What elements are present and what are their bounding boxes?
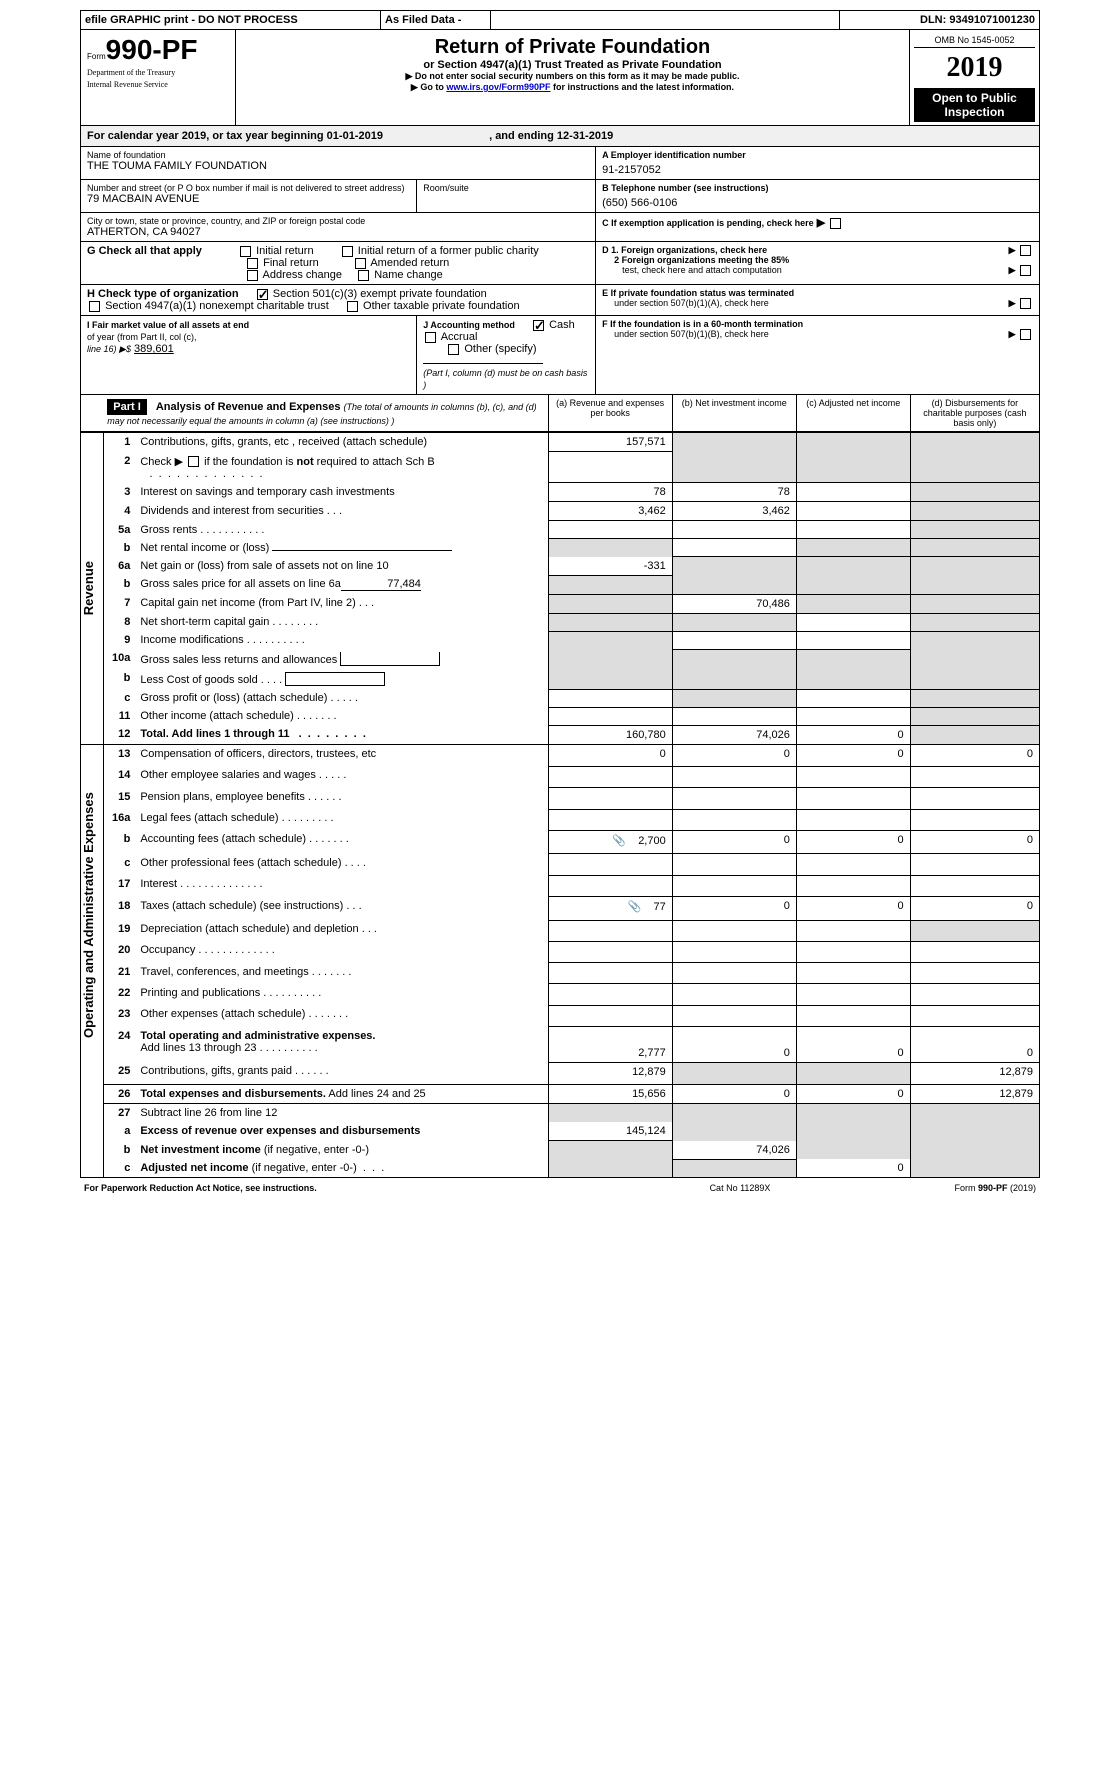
revenue-side-label: Revenue [81,561,96,615]
calendar-row: For calendar year 2019, or tax year begi… [80,126,1040,147]
footer: For Paperwork Reduction Act Notice, see … [80,1180,1040,1196]
form-header: Form990-PF Department of the Treasury In… [80,30,1040,126]
expenses-side-label: Operating and Administrative Expenses [81,745,96,1085]
fmv-value: 389,601 [134,343,174,355]
r3-a: 78 [548,483,672,502]
g-address-checkbox[interactable] [247,270,258,281]
form-title-cell: Return of Private Foundation or Section … [236,30,910,126]
top-bar: efile GRAPHIC print - DO NOT PROCESS As … [80,10,1040,30]
e-checkbox[interactable] [1020,298,1031,309]
form-warn1: ▶ Do not enter social security numbers o… [240,71,905,82]
irs-link[interactable]: www.irs.gov/Form990PF [446,82,550,92]
d1-checkbox[interactable] [1020,245,1031,256]
part1-header: Part I Analysis of Revenue and Expenses … [80,395,1040,432]
dln: DLN: 93491071001230 [840,11,1040,30]
r12-a: 160,780 [548,725,672,744]
attachment-icon[interactable]: 📎 [628,900,642,913]
r3-b: 78 [672,483,796,502]
col-a-header: (a) Revenue and expenses per books [548,395,672,432]
r12-b: 74,026 [672,725,796,744]
d2-checkbox[interactable] [1020,265,1031,276]
r4-a: 3,462 [548,502,672,521]
f-checkbox[interactable] [1020,329,1031,340]
h-501c3-checkbox[interactable] [257,289,268,300]
h-other-checkbox[interactable] [347,301,358,312]
part1-label: Part I [107,399,147,415]
part1-table: Revenue 1 Contributions, gifts, grants, … [80,432,1040,1178]
c-checkbox[interactable] [830,218,841,229]
form-warn2: ▶ Go to www.irs.gov/Form990PF for instru… [240,82,905,93]
j-other-checkbox[interactable] [448,344,459,355]
foundation-name: THE TOUMA FAMILY FOUNDATION [87,160,589,172]
col-c-header: (c) Adjusted net income [796,395,910,432]
footer-right: Form 990-PF (2019) [840,1180,1040,1196]
g-initial-checkbox[interactable] [240,246,251,257]
r1-a: 157,571 [548,433,672,452]
r4-b: 3,462 [672,502,796,521]
footer-left: For Paperwork Reduction Act Notice, see … [80,1180,640,1196]
identity-block: Name of foundation THE TOUMA FAMILY FOUN… [80,147,1040,395]
j-cash-checkbox[interactable] [533,320,544,331]
ein: 91-2157052 [602,160,1033,176]
g-name-checkbox[interactable] [358,270,369,281]
form-subtitle: or Section 4947(a)(1) Trust Treated as P… [240,59,905,71]
form-id-cell: Form990-PF Department of the Treasury In… [81,30,236,126]
tax-year: 2019 [914,48,1035,88]
open-public: Open to Public Inspection [914,88,1035,122]
g-final-checkbox[interactable] [247,258,258,269]
city: ATHERTON, CA 94027 [87,226,589,238]
footer-mid: Cat No 11289X [640,1180,840,1196]
col-b-header: (b) Net investment income [672,395,796,432]
street: 79 MACBAIN AVENUE [87,193,410,205]
omb-year-cell: OMB No 1545-0052 2019 Open to Public Ins… [910,30,1040,126]
as-filed: As Filed Data - [381,11,491,30]
g-amended-checkbox[interactable] [355,258,366,269]
r6a-a: -331 [548,557,672,576]
r7-b: 70,486 [672,594,796,613]
r2-checkbox[interactable] [188,456,199,467]
attachment-icon[interactable]: 📎 [612,834,626,847]
j-accrual-checkbox[interactable] [425,332,436,343]
form-title: Return of Private Foundation [240,36,905,59]
efile-notice: efile GRAPHIC print - DO NOT PROCESS [81,11,381,30]
h-4947-checkbox[interactable] [89,301,100,312]
g-initial-former-checkbox[interactable] [342,246,353,257]
r12-c: 0 [796,725,910,744]
col-d-header: (d) Disbursements for charitable purpose… [910,395,1039,432]
phone: (650) 566-0106 [602,193,1033,209]
